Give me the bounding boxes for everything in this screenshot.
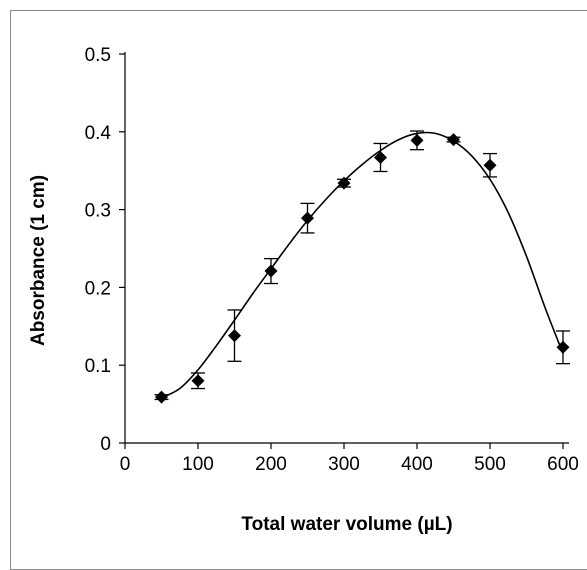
y-tick-label: 0.4 bbox=[85, 123, 112, 144]
data-point-marker bbox=[264, 264, 278, 278]
data-point-marker bbox=[483, 158, 497, 172]
data-point-marker bbox=[301, 211, 314, 225]
chart-svg: 0 100 200 300 400 500 600 0 0.1 0.2 0.3 0.4 0.5 Tota… bbox=[28, 45, 579, 535]
x-axis-title: Total water volume (µL) bbox=[241, 514, 452, 535]
y-axis-title: Absorbance (1 cm) bbox=[28, 175, 49, 346]
x-tick-label: 300 bbox=[328, 454, 360, 475]
fit-curve bbox=[161, 131, 564, 399]
data-point-marker bbox=[556, 340, 570, 354]
y-tick-label: 0 bbox=[100, 434, 111, 455]
data-point-marker bbox=[410, 133, 424, 147]
data-point-marker bbox=[191, 374, 205, 388]
y-tick-label: 0.5 bbox=[85, 45, 111, 66]
x-tick-label: 400 bbox=[401, 454, 433, 475]
y-tick-label: 0.1 bbox=[85, 356, 111, 377]
data-point-marker bbox=[337, 176, 351, 190]
ticks: 0 100 200 300 400 500 600 0 0.1 0.2 0.3 0.4 0.5 bbox=[85, 45, 579, 475]
chart-frame bbox=[10, 10, 587, 570]
data-point-marker bbox=[228, 329, 241, 343]
data-point-marker bbox=[374, 150, 387, 164]
y-tick-label: 0.2 bbox=[85, 278, 111, 299]
axes bbox=[124, 52, 569, 444]
data-points bbox=[155, 133, 570, 404]
error-bars bbox=[154, 130, 570, 401]
data-point-marker bbox=[155, 390, 168, 404]
x-tick-label: 100 bbox=[182, 454, 214, 475]
x-tick-label: 200 bbox=[255, 454, 287, 475]
x-tick-label: 600 bbox=[547, 454, 579, 475]
x-tick-label: 500 bbox=[474, 454, 506, 475]
y-tick-label: 0.3 bbox=[85, 201, 111, 222]
x-tick-label: 0 bbox=[120, 454, 131, 475]
data-point-marker bbox=[447, 133, 460, 147]
